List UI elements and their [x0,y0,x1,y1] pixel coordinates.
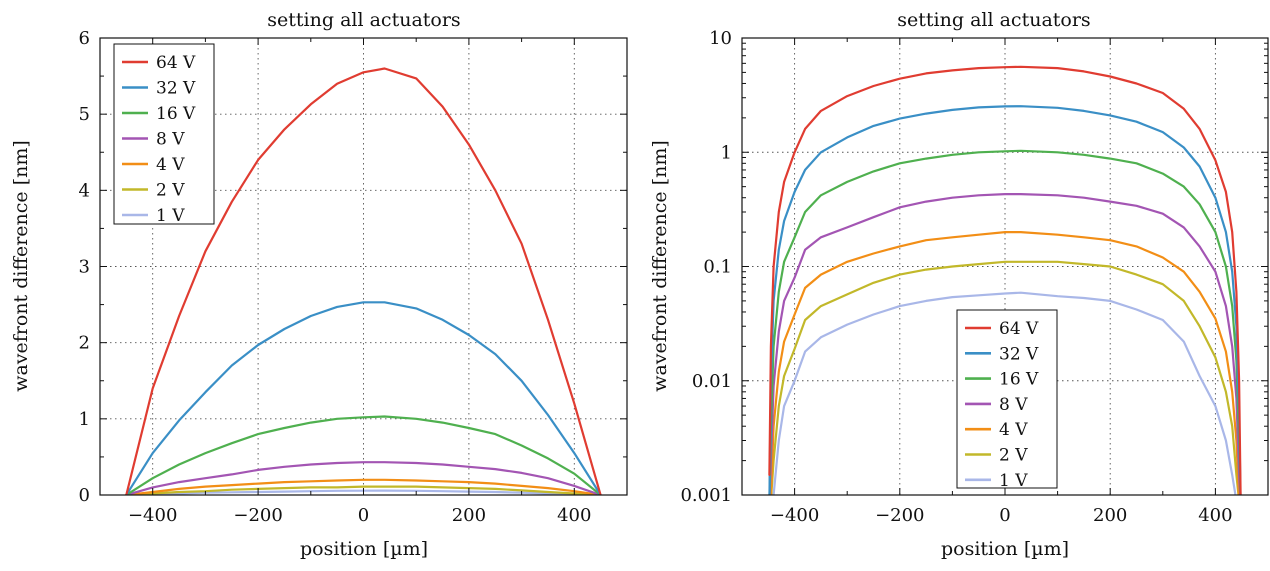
chart-left-series-16v [125,415,602,495]
chart-left-legend-label-1v: 1 V [156,206,185,226]
chart-left-series-4v [125,478,602,495]
chart-right-ylabel: wavefront difference [nm] [649,140,671,392]
chart-left-ytick-label: 1 [79,409,90,430]
chart-right-xtick-label: 200 [1093,505,1127,526]
chart-left-ytick-label: 5 [79,104,90,125]
chart-right-series-64v [768,65,1242,495]
chart-left-legend-label-32v: 32 V [156,79,196,99]
chart-left-ytick-label: 3 [79,257,90,278]
chart-right-legend-label-2v: 2 V [999,446,1028,466]
chart-right-legend-label-16v: 16 V [999,370,1039,390]
chart-left-xtick-label: 400 [557,505,591,526]
chart-right-ytick-label: 0.1 [703,257,732,278]
chart-right: setting all actuators −400 −200 0 200 400 0.0… [649,9,1269,560]
chart-right-ytick-label: 0.001 [680,485,732,506]
chart-right-ytick-label: 1 [721,142,732,163]
chart-right-series-16v [768,149,1242,495]
chart-right-series-32v [768,105,1242,495]
chart-right-series-4v [769,231,1240,495]
chart-left-series-8v [125,461,602,495]
chart-right-legend-label-32v: 32 V [999,344,1039,364]
chart-left-series-64v [125,67,602,495]
chart-right-xtick-label: 0 [999,505,1010,526]
chart-right-legend-label-64v: 64 V [999,319,1039,339]
chart-left-xlabel: position [µm] [300,538,428,560]
chart-left-legend: 64 V 32 V 16 V 8 V 4 V 2 V 1 V [113,43,215,226]
chart-left-ytick-label: 4 [79,180,90,201]
chart-right-ytick-label: 0.01 [692,371,732,392]
chart-right-legend-label-1v: 1 V [999,471,1028,491]
chart-left-xtick-label: −400 [128,505,177,526]
chart-left-ytick-label: 6 [79,28,90,49]
chart-left-title: setting all actuators [267,9,460,31]
chart-right-ytick-label: 10 [709,28,732,49]
chart-right-xtick-label: 400 [1198,505,1232,526]
chart-left-legend-label-2v: 2 V [156,181,185,201]
chart-right-series-2v [770,260,1240,495]
chart-left-legend-label-64v: 64 V [156,53,196,73]
chart-left-xtick-label: 200 [452,505,486,526]
chart-right-ticks: −400 −200 0 200 400 0.001 0.01 0.1 1 10 [680,28,1269,526]
chart-left-legend-label-8v: 8 V [156,130,185,150]
chart-left: setting all actuators −400 −200 0 200 400 0 1 2… [10,9,628,560]
chart-right-series-1v [772,291,1237,495]
chart-left-xtick-label: −200 [233,505,282,526]
chart-left-legend-label-4v: 4 V [156,155,185,175]
chart-right-title: setting all actuators [897,9,1090,31]
chart-left-ticks: −400 −200 0 200 400 0 1 2 3 4 5 6 [79,28,628,526]
chart-left-ylabel: wavefront difference [nm] [10,140,32,392]
chart-left-legend-label-16v: 16 V [156,104,196,124]
chart-left-ytick-label: 0 [79,485,90,506]
chart-right-series [768,65,1242,495]
chart-right-legend-label-8v: 8 V [999,395,1028,415]
chart-right-xlabel: position [µm] [941,538,1069,560]
chart-right-xtick-label: −400 [770,505,819,526]
chart-left-ytick-label: 2 [79,333,90,354]
chart-left-legend-box [113,43,215,225]
chart-right-legend: 64 V 32 V 16 V 8 V 4 V 2 V 1 V [956,309,1058,491]
chart-left-xtick-label: 0 [358,505,369,526]
chart-left-series-32v [125,301,602,495]
chart-right-xtick-label: −200 [875,505,924,526]
chart-right-legend-label-4v: 4 V [999,420,1028,440]
chart-right-series-8v [768,193,1242,495]
chart-right-legend-box [956,309,1058,489]
